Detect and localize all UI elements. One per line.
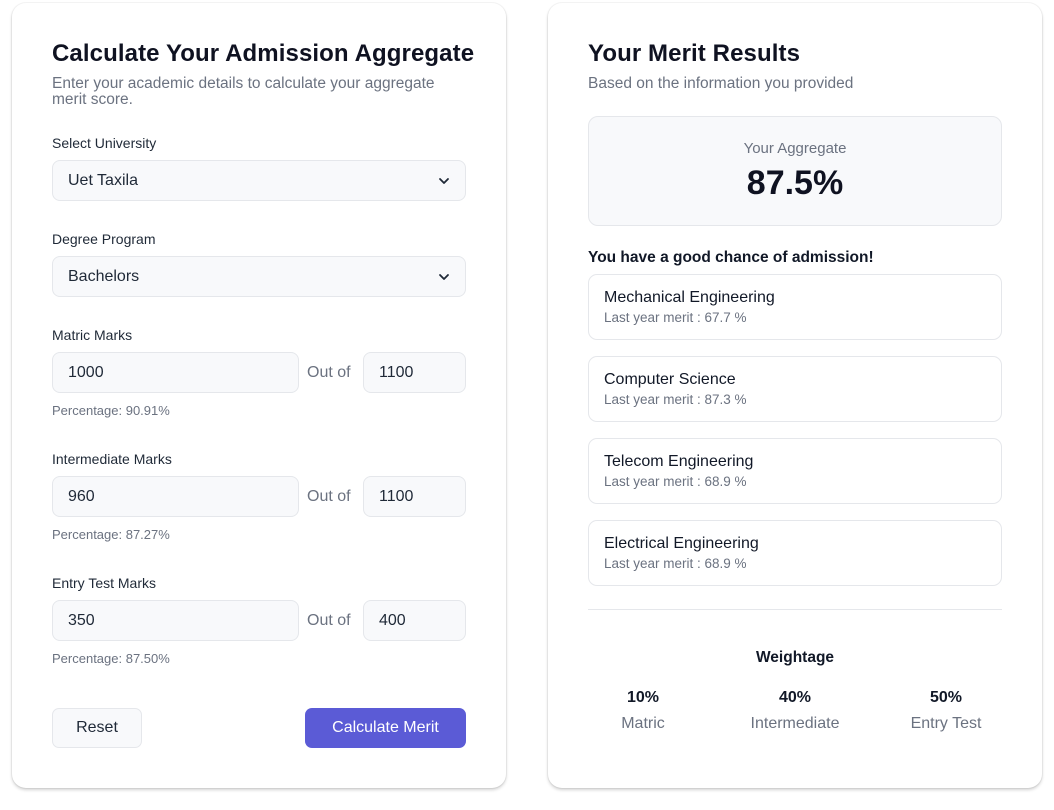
calculator-subtitle-line2: merit score. xyxy=(52,91,133,108)
entry-test-out-of-label: Out of xyxy=(307,612,351,629)
program-card: Mechanical Engineering Last year merit :… xyxy=(588,274,1002,340)
weightage-label: Entry Test xyxy=(910,715,982,732)
program-name: Mechanical Engineering xyxy=(604,289,775,306)
intermediate-out-of-label: Out of xyxy=(307,488,351,505)
calculator-subtitle: Enter your academic details to calculate… xyxy=(52,76,435,108)
degree-select-value: Bachelors xyxy=(68,267,140,285)
divider xyxy=(588,609,1002,610)
results-subtitle: Based on the information you provided xyxy=(588,75,854,92)
program-name: Telecom Engineering xyxy=(604,453,754,470)
weightage-item-intermediate: 40% Intermediate xyxy=(725,689,865,733)
program-card: Electrical Engineering Last year merit :… xyxy=(588,520,1002,586)
entry-test-obtained-input[interactable]: 350 xyxy=(52,600,299,641)
admission-chance-text: You have a good chance of admission! xyxy=(588,249,874,266)
calculator-card: Calculate Your Admission Aggregate Enter… xyxy=(12,3,506,788)
program-card: Computer Science Last year merit : 87.3 … xyxy=(588,356,1002,422)
calculator-subtitle-line1: Enter your academic details to calculate… xyxy=(52,75,435,92)
weightage-value: 10% xyxy=(626,689,660,706)
university-label: Select University xyxy=(52,135,157,151)
matric-label: Matric Marks xyxy=(52,327,133,343)
intermediate-total-input[interactable]: 1100 xyxy=(363,476,466,517)
weightage-item-matric: 10% Matric xyxy=(573,689,713,733)
university-select-value: Uet Taxila xyxy=(68,171,138,189)
entry-test-label: Entry Test Marks xyxy=(52,575,156,591)
entry-test-total-input[interactable]: 400 xyxy=(363,600,466,641)
matric-obtained-input[interactable]: 1000 xyxy=(52,352,299,393)
matric-percentage: Percentage: 90.91% xyxy=(52,403,170,418)
weightage-value: 50% xyxy=(929,689,963,706)
degree-select[interactable]: Bachelors xyxy=(52,256,466,297)
results-title: Your Merit Results xyxy=(588,40,801,67)
degree-label: Degree Program xyxy=(52,231,156,247)
weightage-label: Matric xyxy=(621,715,665,732)
calculate-merit-button[interactable]: Calculate Merit xyxy=(305,708,466,748)
program-merit: Last year merit : 67.7 % xyxy=(604,310,747,325)
calculator-title: Calculate Your Admission Aggregate xyxy=(52,40,475,67)
intermediate-obtained-input[interactable]: 960 xyxy=(52,476,299,517)
chevron-down-icon xyxy=(439,178,449,184)
aggregate-label: Your Aggregate xyxy=(743,140,847,157)
chevron-down-icon xyxy=(439,274,449,280)
program-merit: Last year merit : 87.3 % xyxy=(604,392,747,407)
weightage-value: 40% xyxy=(778,689,812,706)
reset-button[interactable]: Reset xyxy=(52,708,142,748)
aggregate-value: 87.5% xyxy=(746,164,844,202)
university-select[interactable]: Uet Taxila xyxy=(52,160,466,201)
intermediate-percentage: Percentage: 87.27% xyxy=(52,527,170,542)
intermediate-label: Intermediate Marks xyxy=(52,451,172,467)
results-card: Your Merit Results Based on the informat… xyxy=(548,3,1042,788)
program-merit: Last year merit : 68.9 % xyxy=(604,474,747,489)
weightage-label: Intermediate xyxy=(750,715,840,732)
program-name: Electrical Engineering xyxy=(604,535,759,552)
weightage-item-entry-test: 50% Entry Test xyxy=(876,689,1016,733)
matric-total-input[interactable]: 1100 xyxy=(363,352,466,393)
matric-out-of-label: Out of xyxy=(307,364,351,381)
program-name: Computer Science xyxy=(604,371,736,388)
program-merit: Last year merit : 68.9 % xyxy=(604,556,747,571)
entry-test-percentage: Percentage: 87.50% xyxy=(52,651,170,666)
program-card: Telecom Engineering Last year merit : 68… xyxy=(588,438,1002,504)
aggregate-box: Your Aggregate 87.5% xyxy=(588,116,1002,226)
weightage-title: Weightage xyxy=(755,649,835,666)
